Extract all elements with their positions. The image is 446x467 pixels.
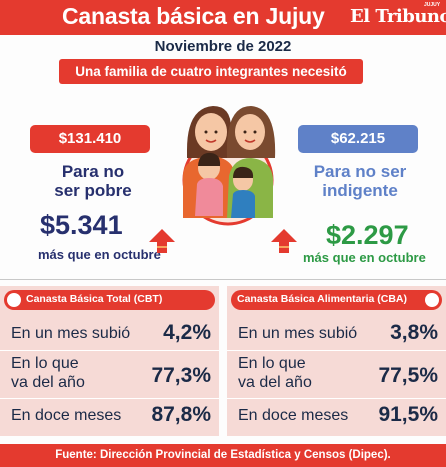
cbt-row-twelve-value: 87,8% bbox=[151, 403, 211, 426]
cba-row-year-value: 77,5% bbox=[378, 364, 438, 387]
cba-row-year-label: En lo que va del año bbox=[238, 354, 312, 392]
poverty-label-line1: Para no bbox=[61, 162, 125, 181]
cba-row-month-label: En un mes subió bbox=[238, 325, 358, 342]
cba-row-year-label-line2: va del año bbox=[238, 374, 312, 391]
indigence-increase: $2.297 bbox=[326, 220, 409, 250]
poverty-label: Para no ser pobre bbox=[28, 162, 158, 200]
cba-panel-header: Canasta Básica Alimentaria (CBA) bbox=[231, 290, 442, 310]
cbt-panel-header: Canasta Básica Total (CBT) bbox=[4, 290, 215, 310]
header-bar: Canasta básica en Jujuy El Tribuno JUJUY bbox=[0, 0, 446, 35]
cbt-row-year-label-line2: va del año bbox=[11, 374, 85, 391]
cbt-row-month: En un mes subió 4,2% bbox=[0, 319, 219, 349]
brand-logo-region: JUJUY bbox=[424, 2, 441, 8]
indigence-label-line2: indigente bbox=[322, 181, 398, 200]
poverty-increase: $5.341 bbox=[40, 210, 123, 240]
row-separator bbox=[227, 398, 446, 399]
cbt-row-year-value: 77,3% bbox=[151, 364, 211, 387]
cbt-row-year-label: En lo que va del año bbox=[11, 354, 85, 392]
indigence-label: Para no ser indigente bbox=[290, 162, 430, 200]
family-illustration bbox=[182, 106, 276, 226]
indigence-label-line1: Para no ser bbox=[313, 162, 407, 181]
cba-row-twelve-value: 91,5% bbox=[378, 403, 438, 426]
brand-logo: El Tribuno bbox=[350, 6, 446, 27]
up-arrow-icon bbox=[149, 229, 175, 253]
cbt-row-year-label-line1: En lo que bbox=[11, 355, 79, 372]
cba-panel: Canasta Básica Alimentaria (CBA) En un m… bbox=[227, 286, 446, 436]
cba-row-twelve: En doce meses 91,5% bbox=[227, 401, 446, 431]
cbt-title: Canasta Básica Total (CBT) bbox=[26, 293, 163, 305]
poverty-increase-note: más que en octubre bbox=[38, 247, 161, 262]
section-divider bbox=[0, 279, 446, 280]
cba-row-month: En un mes subió 3,8% bbox=[227, 319, 446, 349]
poverty-label-line2: ser pobre bbox=[54, 181, 132, 200]
row-separator bbox=[227, 350, 446, 351]
family-banner: Una familia de cuatro integrantes necesi… bbox=[59, 59, 363, 84]
up-arrow-icon bbox=[271, 229, 297, 253]
indigence-amount-badge: $62.215 bbox=[298, 125, 418, 153]
bullet-icon bbox=[425, 293, 439, 307]
indigence-increase-note: más que en octubre bbox=[303, 250, 426, 265]
bullet-icon bbox=[7, 293, 21, 307]
cba-row-year-label-line1: En lo que bbox=[238, 355, 306, 372]
cba-row-month-value: 3,8% bbox=[390, 321, 438, 344]
cbt-row-year: En lo que va del año 77,3% bbox=[0, 352, 219, 396]
cbt-row-month-label: En un mes subió bbox=[11, 325, 131, 342]
source-footer: Fuente: Dirección Provincial de Estadíst… bbox=[0, 444, 446, 467]
cba-title: Canasta Básica Alimentaria (CBA) bbox=[237, 293, 407, 305]
cbt-panel: Canasta Básica Total (CBT) En un mes sub… bbox=[0, 286, 219, 436]
row-separator bbox=[0, 398, 219, 399]
cbt-row-twelve: En doce meses 87,8% bbox=[0, 401, 219, 431]
cbt-row-month-value: 4,2% bbox=[163, 321, 211, 344]
row-separator bbox=[0, 350, 219, 351]
page-title: Canasta básica en Jujuy bbox=[62, 3, 325, 29]
cbt-row-twelve-label: En doce meses bbox=[11, 407, 122, 424]
poverty-amount-badge: $131.410 bbox=[30, 125, 150, 153]
date-subtitle: Noviembre de 2022 bbox=[154, 38, 292, 55]
cba-row-twelve-label: En doce meses bbox=[238, 407, 349, 424]
cba-row-year: En lo que va del año 77,5% bbox=[227, 352, 446, 396]
